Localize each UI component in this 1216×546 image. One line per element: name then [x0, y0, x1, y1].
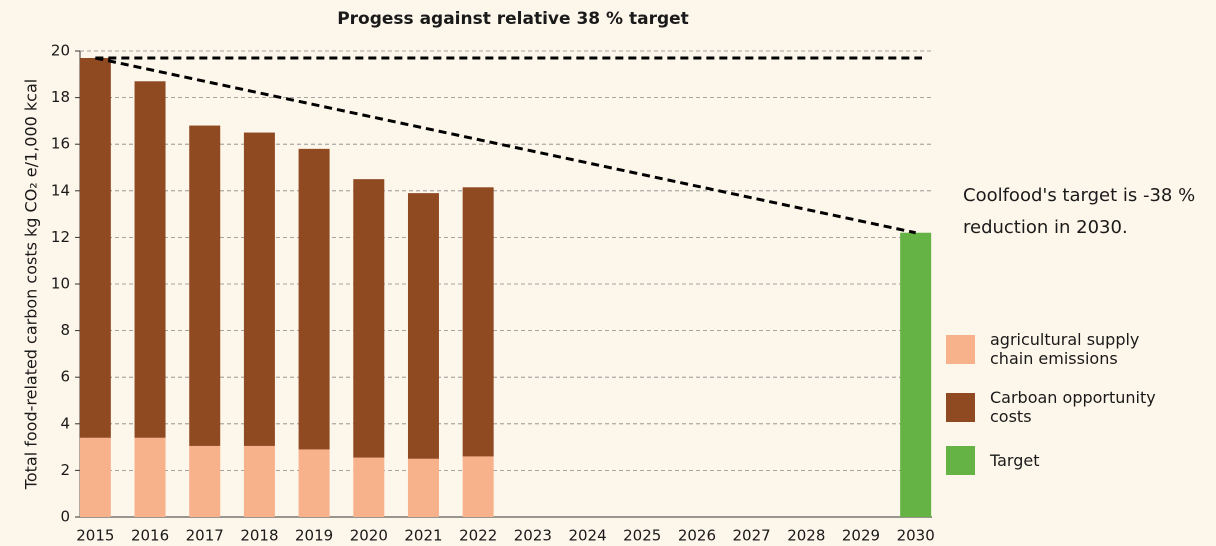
x-tick-label: 2015 — [76, 527, 114, 545]
bar — [189, 445, 221, 517]
y-tick-label: 0 — [60, 508, 70, 526]
bar — [134, 81, 166, 438]
x-tick-label: 2025 — [623, 527, 661, 545]
annotation: Coolfood's target is -38 % — [963, 185, 1195, 206]
y-tick-label: 4 — [60, 414, 70, 432]
y-tick-label: 6 — [60, 368, 70, 386]
legend-swatch — [946, 446, 975, 475]
legend-swatch — [946, 334, 975, 364]
y-tick-label: 18 — [51, 88, 70, 106]
x-tick-label: 2021 — [404, 527, 442, 545]
x-tick-label: 2023 — [514, 527, 552, 545]
bar — [134, 437, 166, 517]
bar — [353, 179, 385, 458]
x-tick-label: 2016 — [131, 527, 169, 545]
chart-title: Progess against relative 38 % target — [337, 9, 689, 29]
bar — [298, 148, 330, 450]
x-tick-label: 2022 — [459, 527, 497, 545]
y-tick-label: 20 — [51, 42, 70, 60]
bar — [243, 132, 275, 446]
legend-label: agricultural supply chain emissions — [990, 330, 1140, 368]
y-tick-label: 14 — [51, 181, 70, 199]
bar — [79, 437, 111, 517]
x-tick-label: 2027 — [733, 527, 771, 545]
legend-label: Carboan opportunity costs — [990, 388, 1156, 426]
legend-item: agricultural supply chain emissions — [946, 330, 1216, 368]
x-tick-label: 2029 — [842, 527, 880, 545]
legend-item: Target — [946, 446, 1216, 475]
bar — [243, 445, 275, 517]
y-tick-label: 10 — [51, 275, 70, 293]
x-tick-label: 2018 — [240, 527, 278, 545]
legend-swatch — [946, 392, 975, 422]
bar — [462, 456, 494, 517]
x-tick-label: 2028 — [787, 527, 825, 545]
bar — [298, 449, 330, 517]
legend-item: Carboan opportunity costs — [946, 388, 1216, 426]
annotation: reduction in 2030. — [963, 217, 1128, 238]
bar — [900, 232, 932, 518]
x-tick-label: 2024 — [568, 527, 606, 545]
y-tick-label: 2 — [60, 461, 70, 479]
bar — [79, 57, 111, 438]
bar — [353, 457, 385, 517]
bar — [189, 125, 221, 446]
legend-label: Target — [990, 451, 1040, 470]
y-axis-label: Total food-related carbon costs kg CO₂ e… — [22, 79, 41, 490]
x-tick-label: 2026 — [678, 527, 716, 545]
x-tick-label: 2030 — [897, 527, 935, 545]
y-tick-label: 12 — [51, 228, 70, 246]
x-tick-label: 2017 — [186, 527, 224, 545]
bar — [407, 193, 439, 459]
x-tick-label: 2020 — [350, 527, 388, 545]
bar — [407, 458, 439, 517]
legend: agricultural supply chain emissions Carbo… — [946, 330, 1216, 495]
y-tick-label: 16 — [51, 135, 70, 153]
target-trajectory — [95, 56, 916, 235]
x-tick-label: 2019 — [295, 527, 333, 545]
y-tick-label: 8 — [60, 321, 70, 339]
bar — [462, 187, 494, 457]
